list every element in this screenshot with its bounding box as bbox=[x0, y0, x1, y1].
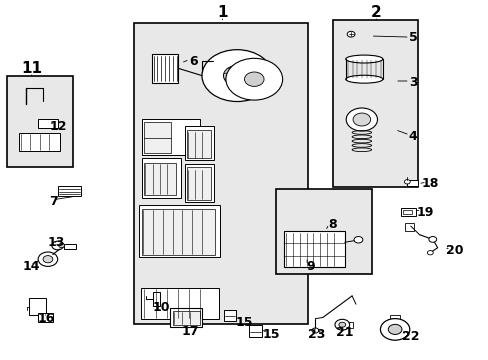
Circle shape bbox=[404, 180, 409, 184]
Text: 20: 20 bbox=[445, 244, 463, 257]
Bar bbox=[151, 54, 178, 83]
Text: 2: 2 bbox=[370, 5, 381, 20]
Circle shape bbox=[346, 108, 377, 131]
Text: 3: 3 bbox=[408, 76, 417, 89]
Text: 12: 12 bbox=[50, 120, 67, 132]
Bar bbox=[144, 122, 171, 153]
Bar bbox=[58, 186, 81, 196]
Bar bbox=[400, 208, 415, 216]
Bar bbox=[403, 210, 411, 214]
Circle shape bbox=[223, 66, 250, 86]
Circle shape bbox=[428, 237, 436, 242]
Text: 18: 18 bbox=[421, 177, 438, 190]
Bar bbox=[404, 223, 413, 231]
Circle shape bbox=[38, 252, 58, 266]
Text: 16: 16 bbox=[38, 312, 55, 325]
Bar bbox=[389, 315, 399, 320]
Bar bbox=[172, 311, 199, 325]
Circle shape bbox=[52, 241, 63, 250]
Text: 4: 4 bbox=[408, 130, 417, 143]
Text: 21: 21 bbox=[335, 327, 353, 339]
Text: 10: 10 bbox=[152, 301, 170, 314]
Text: 14: 14 bbox=[23, 260, 41, 273]
Circle shape bbox=[59, 243, 64, 248]
Circle shape bbox=[202, 50, 272, 102]
Text: 7: 7 bbox=[49, 195, 58, 208]
Circle shape bbox=[380, 319, 409, 340]
Bar bbox=[283, 231, 344, 267]
Bar bbox=[63, 244, 76, 249]
Text: 23: 23 bbox=[307, 328, 325, 341]
Text: 17: 17 bbox=[182, 325, 199, 338]
Circle shape bbox=[43, 256, 53, 263]
Text: 13: 13 bbox=[47, 237, 65, 249]
Bar bbox=[142, 209, 215, 255]
Bar bbox=[19, 133, 60, 151]
Text: 1: 1 bbox=[217, 5, 227, 20]
Bar bbox=[332, 20, 417, 187]
Circle shape bbox=[231, 71, 243, 80]
Bar bbox=[276, 189, 371, 274]
Text: 5: 5 bbox=[408, 31, 417, 44]
Bar bbox=[139, 205, 220, 257]
Bar bbox=[142, 158, 181, 198]
Bar bbox=[184, 164, 214, 202]
Bar bbox=[224, 310, 236, 321]
Text: 11: 11 bbox=[21, 61, 42, 76]
Circle shape bbox=[311, 328, 318, 333]
Bar bbox=[38, 119, 58, 128]
Circle shape bbox=[352, 113, 370, 126]
Circle shape bbox=[346, 31, 354, 37]
Circle shape bbox=[338, 322, 345, 327]
Bar bbox=[184, 126, 214, 160]
Ellipse shape bbox=[345, 75, 382, 83]
Circle shape bbox=[244, 72, 264, 86]
Bar bbox=[7, 76, 73, 167]
Text: 22: 22 bbox=[401, 330, 419, 343]
Text: 9: 9 bbox=[305, 260, 314, 273]
Bar bbox=[141, 288, 219, 319]
Circle shape bbox=[225, 58, 282, 100]
Bar bbox=[346, 322, 352, 328]
Bar bbox=[38, 313, 53, 322]
Bar bbox=[249, 325, 261, 337]
Circle shape bbox=[334, 319, 349, 330]
Bar bbox=[170, 308, 202, 327]
Bar bbox=[187, 167, 210, 200]
Text: 15: 15 bbox=[235, 316, 253, 329]
Circle shape bbox=[353, 237, 362, 243]
Text: 8: 8 bbox=[327, 219, 336, 231]
Text: 6: 6 bbox=[188, 55, 197, 68]
Bar bbox=[144, 163, 176, 195]
Bar bbox=[152, 292, 160, 306]
Ellipse shape bbox=[345, 55, 382, 63]
Text: 19: 19 bbox=[416, 206, 433, 219]
Bar bbox=[134, 23, 307, 324]
Bar bbox=[406, 180, 417, 186]
Bar bbox=[142, 119, 200, 155]
Bar bbox=[187, 130, 210, 158]
Circle shape bbox=[387, 324, 401, 334]
Circle shape bbox=[427, 251, 432, 255]
Bar bbox=[29, 298, 46, 315]
Text: 15: 15 bbox=[262, 328, 280, 341]
